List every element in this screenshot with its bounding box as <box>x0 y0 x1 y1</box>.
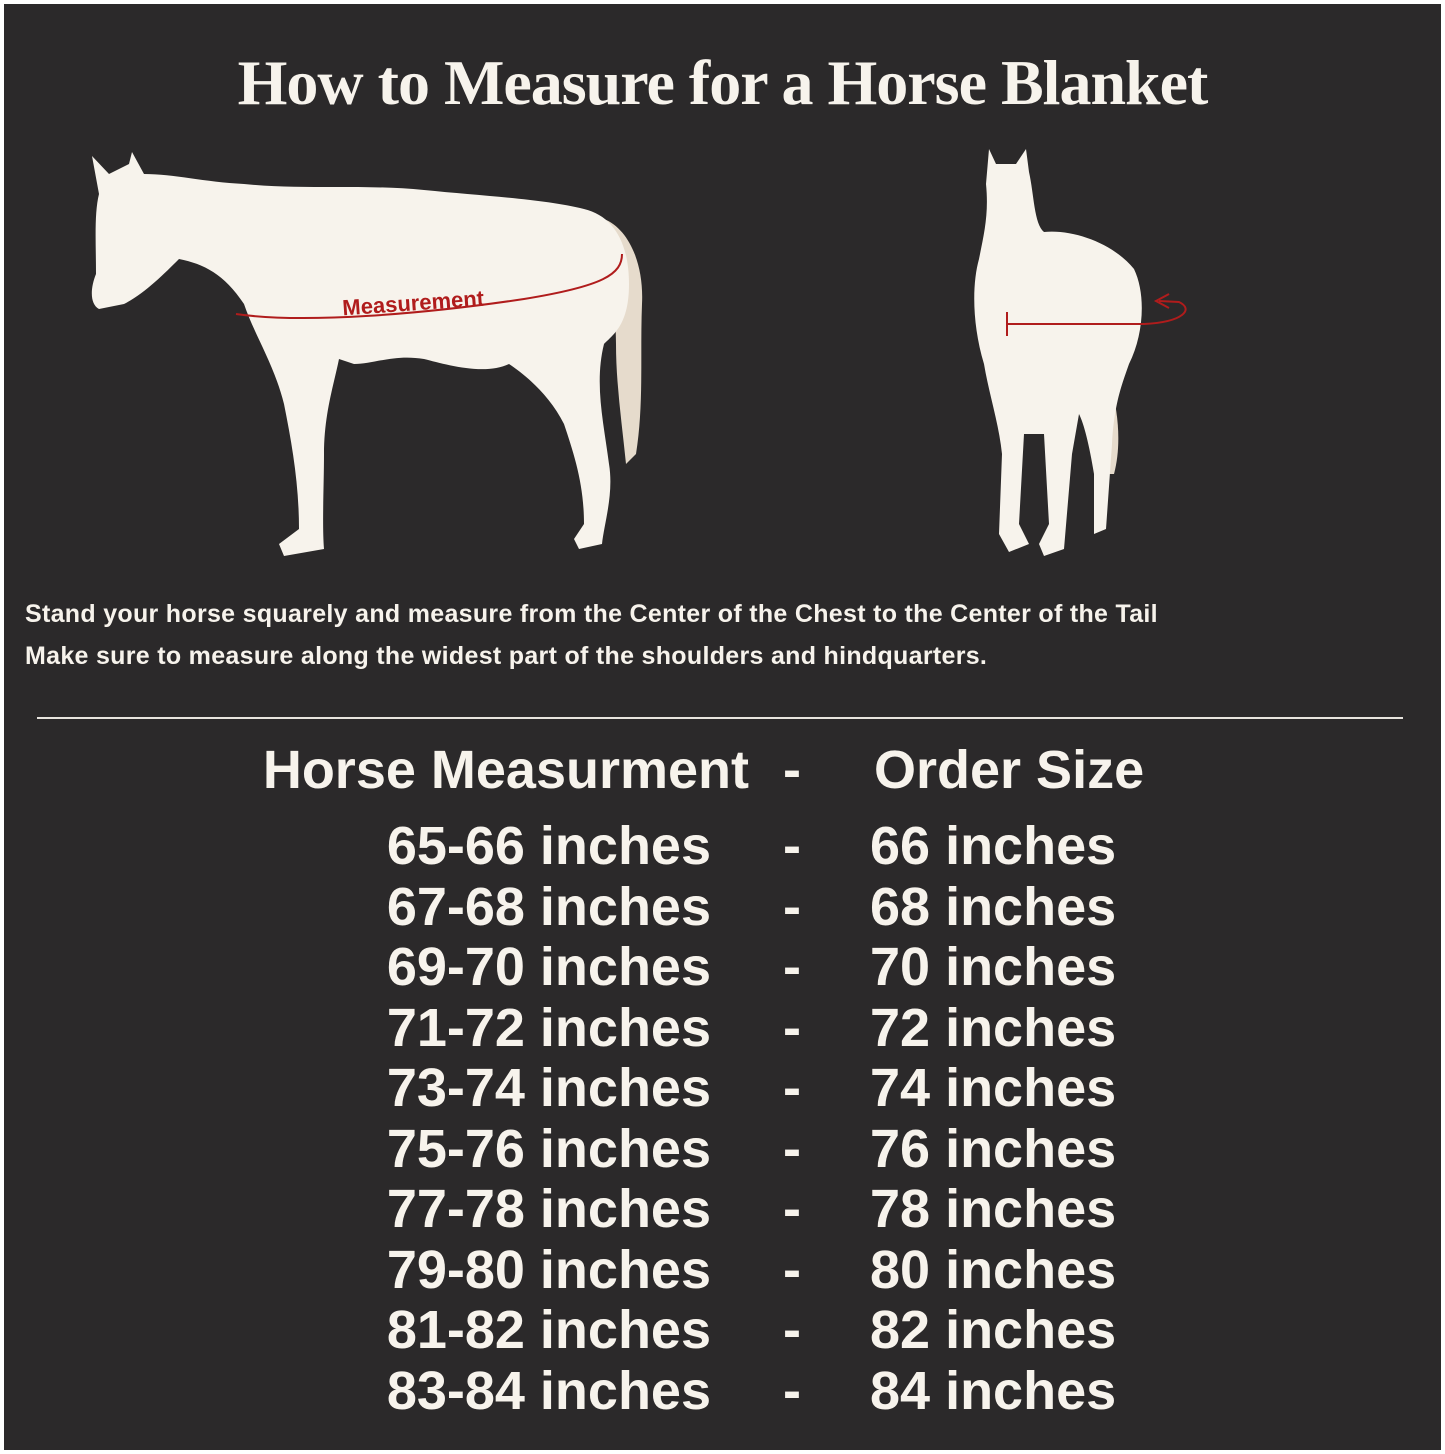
side-horse-body <box>91 152 630 556</box>
row-order-size: 84 inches <box>870 1360 1117 1421</box>
row-order-size: 66 inches <box>870 816 1117 876</box>
row-separator: - <box>783 937 801 997</box>
row-order-size: 76 inches <box>870 1118 1117 1179</box>
row-measurement: 81-82 inches <box>386 1300 711 1360</box>
front-view-horse-illustration <box>974 149 1187 556</box>
row-order-size: 68 inches <box>870 876 1117 937</box>
row-separator: - <box>783 876 801 937</box>
row-order-size: 80 inches <box>870 1239 1117 1300</box>
row-order-size: 72 inches <box>870 997 1117 1058</box>
row-measurement: 79-80 inches <box>386 1239 711 1300</box>
row-separator: - <box>783 997 801 1058</box>
arrow-head-icon <box>1153 293 1170 309</box>
row-order-size: 82 inches <box>870 1300 1117 1360</box>
row-measurement: 77-78 inches <box>386 1179 711 1239</box>
side-view-horse-illustration: Measurement <box>91 149 1187 556</box>
side-horse-tail <box>594 219 643 464</box>
girth-measure-line <box>1007 300 1187 325</box>
page-title: How to Measure for a Horse Blanket <box>237 47 1209 118</box>
row-separator: - <box>783 1118 801 1179</box>
divider <box>37 717 1403 719</box>
header-separator: - <box>783 740 801 800</box>
row-separator: - <box>783 1239 801 1300</box>
front-horse-body <box>974 149 1142 556</box>
infographic-board: How to Measure for a Horse Blanket Measu… <box>4 4 1441 1450</box>
row-measurement: 73-74 inches <box>386 1058 711 1118</box>
row-separator: - <box>783 1300 801 1360</box>
row-order-size: 78 inches <box>870 1179 1117 1239</box>
row-separator: - <box>783 816 801 876</box>
row-measurement: 69-70 inches <box>386 937 711 997</box>
row-measurement: 71-72 inches <box>386 997 711 1058</box>
row-separator: - <box>783 1179 801 1239</box>
instruction-line-1: Stand your horse squarely and measure fr… <box>25 600 1158 628</box>
row-order-size: 70 inches <box>870 937 1117 997</box>
row-separator: - <box>783 1360 801 1421</box>
row-measurement: 67-68 inches <box>386 876 711 937</box>
row-measurement: 83-84 inches <box>386 1360 711 1421</box>
header-order-size: Order Size <box>874 740 1145 800</box>
header-measurement: Horse Measurment <box>262 740 749 800</box>
row-measurement: 65-66 inches <box>386 816 711 876</box>
row-separator: - <box>783 1058 801 1118</box>
instruction-line-2: Make sure to measure along the widest pa… <box>25 642 988 670</box>
measurement-line <box>235 253 623 320</box>
row-measurement: 75-76 inches <box>386 1118 711 1179</box>
row-order-size: 74 inches <box>870 1058 1117 1118</box>
